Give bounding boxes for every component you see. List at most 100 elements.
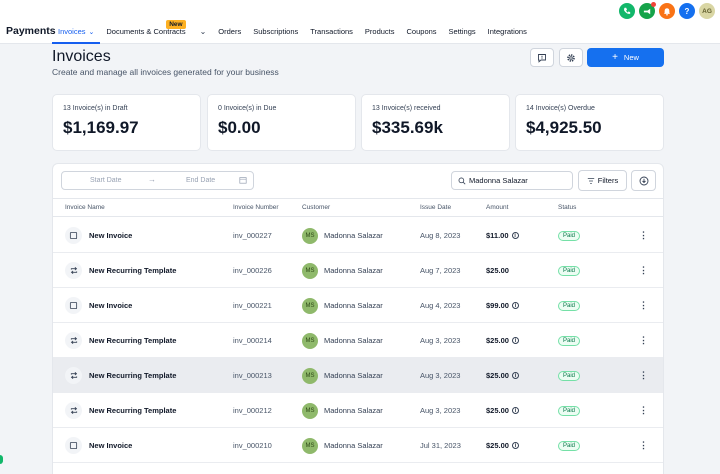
customer-avatar: MS: [302, 367, 318, 384]
customer-avatar: MS: [302, 332, 318, 349]
invoice-name[interactable]: New Recurring Template: [89, 371, 177, 380]
stat-label: 0 Invoice(s) in Due: [218, 105, 277, 112]
table-header: Invoice Name Invoice Number Customer Iss…: [53, 198, 663, 217]
more-vertical-icon[interactable]: ⋮: [639, 335, 648, 345]
nav-item-label: Orders: [218, 27, 242, 36]
issue-date: Aug 4, 2023: [420, 301, 461, 310]
amount-cell: $25.00 i: [486, 358, 519, 393]
top-bar: Payments Invoices ⌄ Documents & Contracts…: [0, 0, 720, 44]
nav-item-label: Documents & Contracts: [106, 27, 186, 36]
customer-cell: MS Madonna Salazar: [302, 358, 383, 393]
more-vertical-icon[interactable]: ⋮: [639, 300, 648, 310]
column-header[interactable]: Invoice Name: [65, 204, 105, 211]
column-header[interactable]: Amount: [486, 204, 509, 211]
issue-date: Aug 3, 2023: [420, 371, 461, 380]
invoice-name[interactable]: New Recurring Template: [89, 336, 177, 345]
customer-name: Madonna Salazar: [324, 266, 383, 275]
customer-cell: MS Madonna Salazar: [302, 393, 383, 428]
issue-date: Aug 8, 2023: [420, 231, 461, 240]
nav-item-orders[interactable]: Orders: [212, 18, 247, 44]
more-vertical-icon[interactable]: ⋮: [639, 370, 648, 380]
nav-item-label: Settings: [448, 27, 476, 36]
column-header[interactable]: Customer: [302, 204, 331, 211]
bell-icon[interactable]: [659, 3, 675, 19]
more-vertical-icon[interactable]: ⋮: [639, 405, 648, 415]
recurring-icon: [65, 367, 82, 384]
phone-icon[interactable]: [619, 3, 635, 19]
invoice-icon: [65, 437, 82, 454]
nav-item-integrations[interactable]: Integrations: [482, 18, 533, 44]
table-row[interactable]: New Recurring Template inv_000212 MS Madonn…: [53, 393, 663, 428]
amount-value: $25.00: [486, 441, 509, 450]
nav-item-products[interactable]: Products: [359, 18, 401, 44]
nav-item-transactions[interactable]: Transactions: [304, 18, 359, 44]
plus-icon: +: [612, 52, 618, 63]
info-icon[interactable]: i: [511, 302, 519, 309]
search-box[interactable]: [451, 171, 573, 190]
column-header[interactable]: Issue Date: [420, 204, 452, 211]
nav-item-label: Products: [364, 27, 395, 36]
search-input[interactable]: [469, 176, 569, 185]
arrow-right-icon: →: [148, 175, 156, 184]
more-vertical-icon[interactable]: ⋮: [639, 230, 648, 240]
customer-avatar: MS: [302, 262, 318, 279]
invoice-name[interactable]: New Invoice: [89, 231, 133, 240]
invoice-name[interactable]: New Invoice: [89, 301, 133, 310]
nav-item-invoices[interactable]: Invoices ⌄: [52, 18, 101, 44]
chat-widget-handle[interactable]: [0, 455, 3, 464]
customer-cell: MS Madonna Salazar: [302, 288, 383, 323]
filters-button[interactable]: Filters: [578, 170, 627, 191]
status-badge: Paid: [558, 230, 581, 241]
column-header[interactable]: Invoice Number: [233, 204, 279, 211]
invoice-name[interactable]: New Invoice: [89, 441, 133, 450]
table-row[interactable]: New Invoice inv_000227 MS Madonna Salazar Au…: [53, 218, 663, 253]
feedback-button[interactable]: [530, 48, 554, 67]
help-icon[interactable]: ?: [679, 3, 695, 19]
avatar[interactable]: AG: [699, 3, 715, 19]
customer-cell: MS Madonna Salazar: [302, 428, 383, 463]
nav-item-settings[interactable]: Settings: [443, 18, 482, 44]
nav-item-documents-contracts[interactable]: Documents & Contracts New: [100, 18, 195, 44]
nav-item-coupons[interactable]: Coupons: [401, 18, 443, 44]
more-vertical-icon[interactable]: ⋮: [639, 265, 648, 275]
customer-avatar: MS: [302, 297, 318, 314]
recurring-icon: [65, 262, 82, 279]
export-button[interactable]: [631, 170, 656, 191]
status-badge: Paid: [558, 265, 581, 276]
table-row[interactable]: New Invoice inv_000210 MS Madonna Salazar Ju…: [53, 428, 663, 463]
customer-avatar: MS: [302, 437, 318, 454]
more-vertical-icon[interactable]: ⋮: [639, 440, 648, 450]
column-header[interactable]: Status: [558, 204, 577, 211]
clock-download-icon: [639, 176, 648, 185]
info-icon[interactable]: i: [511, 232, 519, 239]
date-range-picker[interactable]: Start Date → End Date: [61, 171, 254, 190]
table-row[interactable]: New Recurring Template inv_000213 MS Madonn…: [53, 358, 663, 393]
settings-button[interactable]: [559, 48, 583, 67]
table-row[interactable]: New Invoice inv_000221 MS Madonna Salazar Au…: [53, 288, 663, 323]
invoice-number: inv_000212: [233, 406, 272, 415]
megaphone-icon[interactable]: [639, 2, 656, 19]
info-icon[interactable]: i: [511, 407, 519, 414]
info-icon[interactable]: i: [511, 372, 519, 379]
info-icon[interactable]: i: [511, 337, 519, 344]
amount-value: $25.00: [486, 336, 509, 345]
nav-more-chevron-icon[interactable]: ⌄: [199, 27, 207, 36]
new-invoice-button[interactable]: + New: [587, 48, 664, 67]
calendar-icon: [239, 176, 247, 186]
amount-value: $25.00: [486, 371, 509, 380]
invoice-name[interactable]: New Recurring Template: [89, 266, 177, 275]
invoice-number: inv_000221: [233, 301, 272, 310]
new-button-label: New: [623, 53, 639, 62]
nav-item-label: Transactions: [310, 27, 353, 36]
nav-item-subscriptions[interactable]: Subscriptions: [247, 18, 304, 44]
customer-cell: MS Madonna Salazar: [302, 323, 383, 358]
page-title: Invoices: [52, 48, 111, 65]
recurring-icon: [65, 402, 82, 419]
table-row[interactable]: New Recurring Template inv_000214 MS Madonn…: [53, 323, 663, 358]
info-icon[interactable]: i: [511, 442, 519, 449]
invoice-name[interactable]: New Recurring Template: [89, 406, 177, 415]
amount-cell: $25.00 i: [486, 428, 519, 463]
table-row[interactable]: New Recurring Template inv_000226 MS Madonn…: [53, 253, 663, 288]
status-badge: Paid: [558, 335, 581, 346]
status-badge: Paid: [558, 440, 581, 451]
